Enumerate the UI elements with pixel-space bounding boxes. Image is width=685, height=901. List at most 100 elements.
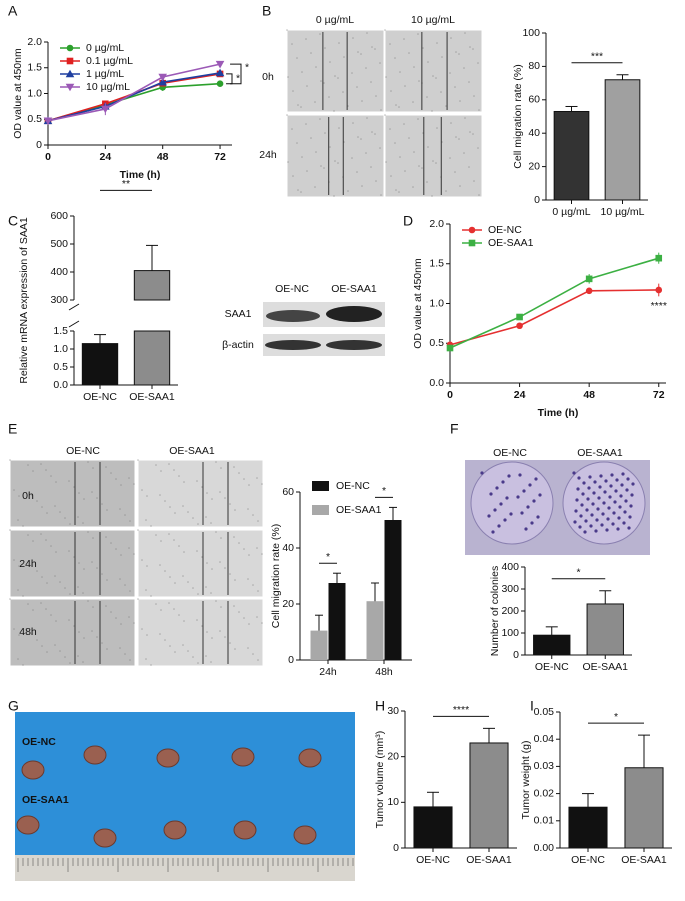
texture — [261, 553, 263, 555]
significance-label: * — [576, 567, 580, 579]
x-tick-label: 48 — [157, 151, 169, 163]
marker — [516, 322, 523, 330]
texture — [206, 562, 208, 564]
colony — [622, 521, 626, 525]
texture — [82, 522, 84, 524]
texture — [220, 467, 222, 469]
y-tick-label: 0.03 — [534, 760, 555, 772]
texture — [106, 579, 108, 581]
texture — [91, 630, 93, 632]
blot-column-label: OE-NC — [275, 283, 309, 295]
colony — [526, 505, 530, 509]
texture — [463, 67, 465, 69]
texture — [68, 619, 70, 621]
texture — [178, 545, 180, 547]
texture — [159, 564, 161, 566]
texture — [78, 562, 80, 564]
texture — [464, 117, 466, 119]
image-row-label: 48h — [19, 626, 37, 638]
texture — [69, 523, 71, 525]
texture — [50, 545, 52, 547]
colony — [585, 508, 589, 512]
legend-marker — [468, 239, 476, 247]
texture — [155, 464, 157, 466]
panel-label: A — [8, 3, 18, 19]
image-row-label: 0h — [22, 490, 34, 502]
texture — [174, 651, 176, 653]
colony — [518, 473, 522, 477]
x-tick-label: OE-NC — [416, 854, 450, 866]
series-line — [449, 289, 659, 346]
bar — [133, 270, 171, 301]
y-tick-label: 300 — [50, 294, 68, 306]
panel-label: E — [8, 421, 17, 437]
tumor — [298, 748, 322, 768]
texture — [395, 104, 397, 106]
colony — [598, 485, 602, 489]
texture — [92, 537, 94, 539]
colony — [480, 471, 484, 475]
texture — [137, 529, 139, 531]
y-axis-title: Tumor weight (g) — [520, 741, 532, 820]
texture — [173, 608, 175, 610]
texture — [300, 191, 302, 193]
texture — [385, 161, 387, 163]
texture — [82, 592, 84, 594]
legend-label: OE-NC — [336, 480, 370, 492]
texture — [469, 46, 471, 48]
significance-label: **** — [453, 704, 469, 716]
marker — [43, 117, 53, 126]
texture — [338, 42, 340, 44]
texture — [324, 47, 326, 49]
texture — [137, 598, 139, 600]
bar — [310, 630, 328, 660]
x-tick-label: OE-NC — [535, 661, 569, 673]
y-tick-label: 2.0 — [27, 36, 42, 48]
texture — [454, 171, 456, 173]
micrograph — [384, 29, 483, 113]
texture — [31, 564, 33, 566]
texture — [205, 586, 207, 588]
texture — [300, 106, 302, 108]
texture — [248, 554, 250, 556]
texture — [187, 650, 189, 652]
texture — [370, 166, 372, 168]
image-row-label: 24h — [259, 149, 277, 161]
colony — [631, 482, 635, 486]
panel-label: H — [375, 698, 385, 714]
texture — [160, 540, 162, 542]
texture — [64, 656, 66, 658]
texture — [32, 540, 34, 542]
texture — [119, 647, 121, 649]
legend-marker — [65, 83, 75, 92]
x-tick-label: 24 — [100, 151, 112, 163]
texture — [17, 658, 19, 660]
colony — [584, 519, 588, 523]
colony — [603, 490, 607, 494]
texture — [257, 520, 259, 522]
image-row-label: 0h — [262, 71, 274, 83]
colony — [586, 497, 590, 501]
texture — [238, 611, 240, 613]
marker — [215, 60, 225, 69]
colony — [538, 493, 542, 497]
bar — [553, 110, 590, 201]
texture — [404, 170, 406, 172]
texture — [297, 189, 299, 191]
texture — [27, 603, 29, 605]
y-tick-label: 60 — [528, 94, 540, 106]
texture — [320, 80, 322, 82]
texture — [18, 565, 20, 567]
texture — [150, 595, 152, 597]
texture — [18, 495, 20, 497]
texture — [432, 75, 434, 77]
bar — [586, 603, 624, 656]
texture — [408, 137, 410, 139]
colony — [616, 527, 620, 531]
y-tick-label: 1.5 — [53, 325, 68, 337]
colony — [501, 480, 505, 484]
texture — [197, 662, 199, 664]
texture — [435, 77, 437, 79]
texture — [297, 104, 299, 106]
y-axis-title: OD value at 450nm — [412, 258, 424, 349]
